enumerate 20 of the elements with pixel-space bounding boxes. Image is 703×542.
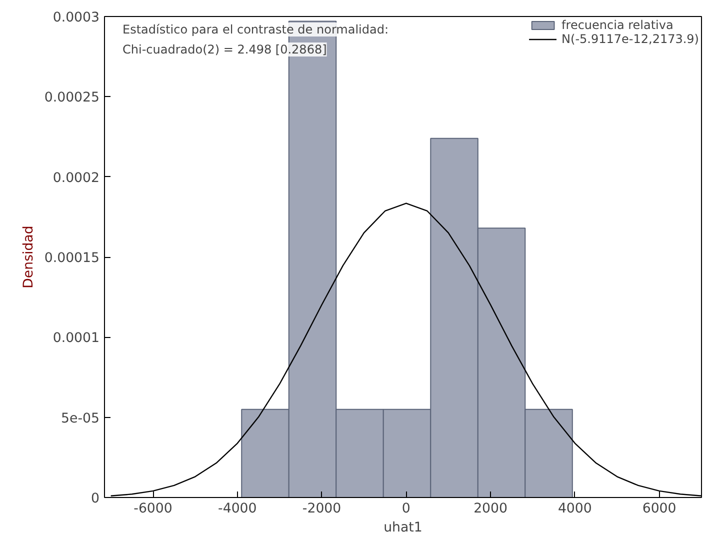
y-tick-label: 0.0001 xyxy=(52,331,100,346)
y-tick-label: 0.00015 xyxy=(44,251,100,266)
annotation: Chi-cuadrado(2) = 2.498 [0.2868] xyxy=(122,42,327,56)
x-tick-label: 6000 xyxy=(642,502,676,516)
y-tick-label: 0 xyxy=(91,492,100,506)
x-axis-title: uhat1 xyxy=(384,520,422,536)
annotation: Estadístico para el contraste de normalidad: xyxy=(122,22,389,36)
x-tick-label: 0 xyxy=(402,502,410,516)
x-tick-label: -4000 xyxy=(218,502,257,516)
legend-label: frecuencia relativa xyxy=(562,18,674,32)
y-axis-title: Densidad xyxy=(21,226,36,288)
y-tick-label: 0.00025 xyxy=(44,90,100,106)
x-tick-label: 2000 xyxy=(474,502,508,516)
x-tick-label: -2000 xyxy=(302,502,342,516)
x-tick-label: 4000 xyxy=(558,502,592,516)
x-tick-label: -6000 xyxy=(134,502,172,516)
y-tick-label: 0.0002 xyxy=(52,170,100,186)
legend-label: N(-5.9117e-12,2173.9) xyxy=(562,32,699,46)
y-tick-label: 0.0003 xyxy=(52,10,100,26)
y-tick-label: 5e-05 xyxy=(61,411,100,426)
